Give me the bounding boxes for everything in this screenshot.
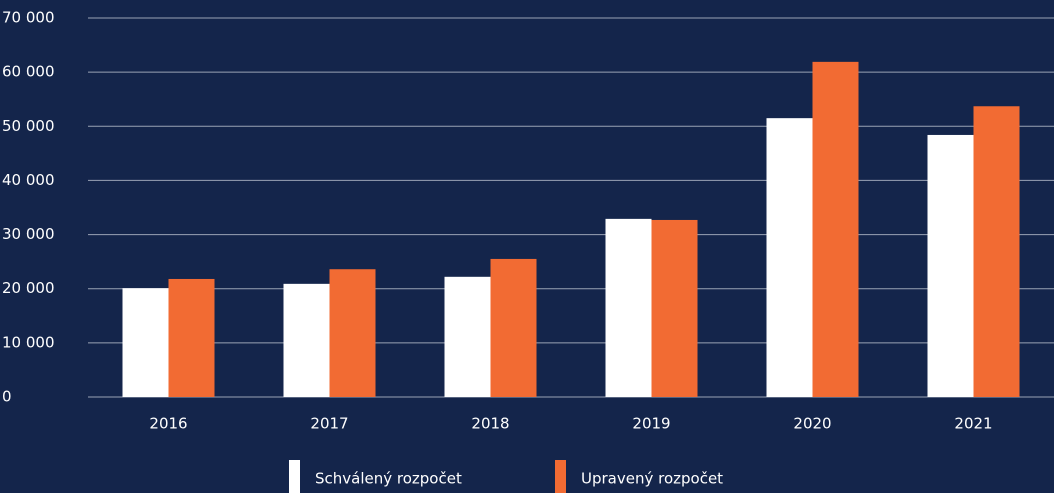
x-tick-label: 2018	[471, 415, 509, 433]
legend-swatch	[289, 460, 300, 493]
bar	[651, 219, 698, 397]
x-tick-label: 2019	[632, 415, 670, 433]
bar	[490, 258, 537, 397]
y-tick-label: 0	[2, 388, 12, 406]
x-tick-label: 2021	[954, 415, 992, 433]
bar	[605, 218, 652, 397]
y-tick-label: 70 000	[2, 9, 55, 27]
bar	[973, 106, 1020, 397]
y-tick-label: 60 000	[2, 63, 55, 81]
y-tick-label: 20 000	[2, 279, 55, 297]
bar	[283, 283, 330, 397]
y-tick-label: 30 000	[2, 225, 55, 243]
bar	[122, 288, 169, 397]
legend-swatch	[555, 460, 566, 493]
bar	[812, 61, 859, 397]
y-tick-label: 10 000	[2, 333, 55, 351]
legend-label: Upravený rozpočet	[581, 470, 723, 488]
y-tick-label: 40 000	[2, 171, 55, 189]
bar	[444, 276, 491, 397]
x-tick-label: 2020	[793, 415, 831, 433]
x-tick-label: 2017	[310, 415, 348, 433]
x-tick-label: 2016	[149, 415, 187, 433]
bar	[329, 269, 376, 397]
y-tick-label: 50 000	[2, 117, 55, 135]
bar	[168, 278, 215, 397]
bar	[766, 118, 813, 398]
legend-label: Schválený rozpočet	[315, 470, 462, 488]
bar	[927, 134, 974, 397]
